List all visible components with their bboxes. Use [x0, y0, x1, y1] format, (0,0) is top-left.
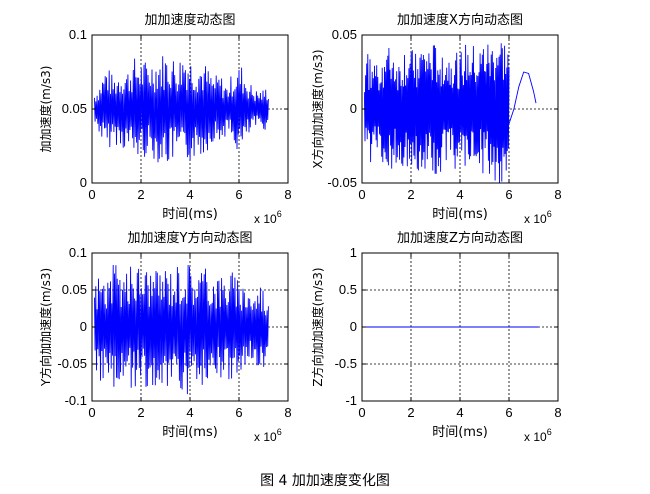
y-tick-label: 0.05 — [62, 282, 87, 297]
y-tick-label: 1 — [350, 245, 357, 260]
x-axis-multiplier: x 106 — [524, 209, 552, 226]
y-tick-label: 0.5 — [339, 282, 357, 297]
y-tick-label: 0 — [350, 319, 357, 334]
x-axis-multiplier-exponent: 6 — [277, 427, 282, 437]
x-tick-label: 6 — [235, 187, 242, 202]
x-axis-label: 时间(ms) — [432, 425, 488, 440]
y-tick-label: -0.05 — [327, 175, 357, 190]
x-tick-label: 6 — [505, 405, 512, 420]
y-tick-label: -0.05 — [57, 356, 87, 371]
x-axis-multiplier-base: x 10 — [254, 430, 277, 444]
y-axis-label: X方向加加速度(m/s3) — [310, 49, 325, 168]
data-series-line — [508, 71, 537, 124]
x-tick-label: 4 — [186, 405, 193, 420]
x-tick-label: 2 — [137, 405, 144, 420]
chart-title: 加加速度动态图 — [144, 12, 235, 28]
y-tick-label: -1 — [345, 393, 357, 408]
chart-title: 加加速度X方向动态图 — [397, 12, 523, 28]
x-tick-label: 0 — [358, 405, 365, 420]
y-tick-label: 0 — [350, 101, 357, 116]
x-tick-label: 6 — [505, 187, 512, 202]
x-tick-label: 8 — [554, 187, 561, 202]
y-axis-label: Z方向加加速度(m/s3) — [310, 267, 325, 386]
x-axis-multiplier-exponent: 6 — [547, 427, 552, 437]
x-axis-multiplier-exponent: 6 — [277, 209, 282, 219]
x-axis-multiplier-base: x 10 — [254, 212, 277, 226]
x-axis-label: 时间(ms) — [162, 425, 218, 440]
data-series-line — [94, 56, 269, 163]
x-tick-label: 8 — [284, 187, 291, 202]
x-tick-label: 8 — [284, 405, 291, 420]
chart-title: 加加速度Z方向动态图 — [397, 230, 523, 246]
x-axis-multiplier: x 106 — [524, 427, 552, 444]
y-tick-label: 0.05 — [62, 101, 87, 116]
x-axis-multiplier: x 106 — [254, 427, 282, 444]
x-tick-label: 0 — [88, 405, 95, 420]
chart-title: 加加速度Y方向动态图 — [128, 230, 253, 246]
x-tick-label: 2 — [137, 187, 144, 202]
x-tick-label: 2 — [407, 187, 414, 202]
y-tick-label: 0.05 — [332, 27, 357, 42]
x-tick-label: 4 — [456, 405, 463, 420]
x-axis-multiplier-base: x 10 — [524, 212, 547, 226]
x-tick-label: 8 — [554, 405, 561, 420]
x-tick-label: 4 — [456, 187, 463, 202]
x-tick-label: 4 — [186, 187, 193, 202]
y-axis-label: 加加速度(m/s3) — [38, 66, 53, 153]
x-axis-multiplier-base: x 10 — [524, 430, 547, 444]
x-axis-label: 时间(ms) — [432, 207, 488, 222]
x-tick-label: 6 — [235, 405, 242, 420]
x-tick-label: 0 — [358, 187, 365, 202]
y-axis-label: Y方向加加速度(m/s3) — [38, 268, 53, 387]
x-tick-label: 2 — [407, 405, 414, 420]
x-axis-multiplier-exponent: 6 — [547, 209, 552, 219]
x-tick-label: 0 — [88, 187, 95, 202]
y-tick-label: 0 — [80, 175, 87, 190]
y-tick-label: -0.1 — [65, 393, 87, 408]
y-tick-label: 0.1 — [69, 27, 87, 42]
y-tick-label: 0.1 — [69, 245, 87, 260]
figure-caption: 图 4 加加速度变化图 — [260, 473, 390, 489]
x-axis-label: 时间(ms) — [162, 207, 218, 222]
y-tick-label: 0 — [80, 319, 87, 334]
data-series-line — [363, 43, 510, 184]
data-series-line — [94, 264, 269, 395]
x-axis-multiplier: x 106 — [254, 209, 282, 226]
y-tick-label: -0.5 — [335, 356, 357, 371]
